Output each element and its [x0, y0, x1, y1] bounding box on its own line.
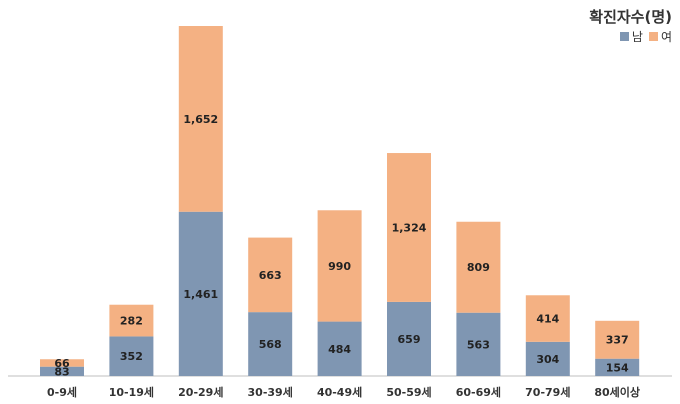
- data-label-female-1: 282: [120, 315, 143, 328]
- data-label-female-0: 66: [54, 357, 70, 370]
- bar-female-0: [40, 359, 84, 367]
- bar-female-7: [525, 295, 570, 342]
- bar-male-3: [248, 312, 293, 376]
- bar-female-6: [456, 221, 501, 313]
- bar-female-3: [248, 237, 293, 313]
- x-tick-label-5: 50-59세: [386, 385, 431, 399]
- legend-item-male: 남: [619, 28, 643, 45]
- x-tick-label-6: 60-69세: [456, 385, 501, 399]
- data-label-female-7: 414: [536, 313, 559, 326]
- legend-item-female: 여: [648, 28, 672, 45]
- data-label-male-7: 304: [536, 353, 559, 366]
- legend-swatch-female: [648, 32, 658, 41]
- bar-female-1: [109, 304, 154, 337]
- data-label-female-2: 1,652: [183, 113, 218, 126]
- bar-female-5: [387, 153, 431, 302]
- data-label-female-8: 337: [606, 334, 629, 347]
- bar-male-5: [387, 301, 431, 376]
- x-tick-label-8: 80세이상: [594, 385, 640, 399]
- data-label-male-0: 83: [54, 365, 69, 378]
- x-tick-label-2: 20-29세: [178, 385, 223, 399]
- bar-female-8: [595, 320, 640, 359]
- bar-male-8: [595, 358, 640, 376]
- x-tick-label-3: 30-39세: [248, 385, 293, 399]
- data-label-male-1: 352: [120, 350, 143, 363]
- legend-label-female: 여: [660, 30, 672, 44]
- data-label-male-3: 568: [259, 338, 282, 351]
- data-label-male-4: 484: [328, 343, 351, 356]
- data-label-male-2: 1,461: [183, 288, 218, 301]
- data-label-female-5: 1,324: [392, 221, 427, 234]
- data-label-male-8: 154: [606, 361, 629, 374]
- legend-title: 확진자수(명): [589, 8, 672, 26]
- legend-label-male: 남: [631, 30, 643, 44]
- bar-male-6: [456, 312, 501, 376]
- legend: 남 여: [619, 28, 672, 45]
- bar-male-7: [525, 341, 570, 376]
- bar-male-4: [317, 321, 362, 376]
- x-tick-label-7: 70-79세: [525, 385, 570, 399]
- data-label-female-3: 663: [259, 269, 282, 282]
- bar-male-1: [109, 336, 154, 376]
- bar-female-4: [317, 210, 362, 322]
- data-label-female-6: 809: [467, 261, 490, 274]
- data-label-male-6: 563: [467, 338, 490, 351]
- bar-male-2: [178, 211, 223, 376]
- x-tick-label-4: 40-49세: [317, 385, 362, 399]
- bar-female-2: [178, 26, 223, 212]
- data-label-female-4: 990: [328, 260, 351, 273]
- bar-male-0: [40, 366, 84, 376]
- x-tick-label-1: 10-19세: [109, 385, 154, 399]
- x-tick-label-0: 0-9세: [47, 385, 77, 399]
- legend-swatch-male: [619, 32, 629, 41]
- data-label-male-5: 659: [398, 333, 421, 346]
